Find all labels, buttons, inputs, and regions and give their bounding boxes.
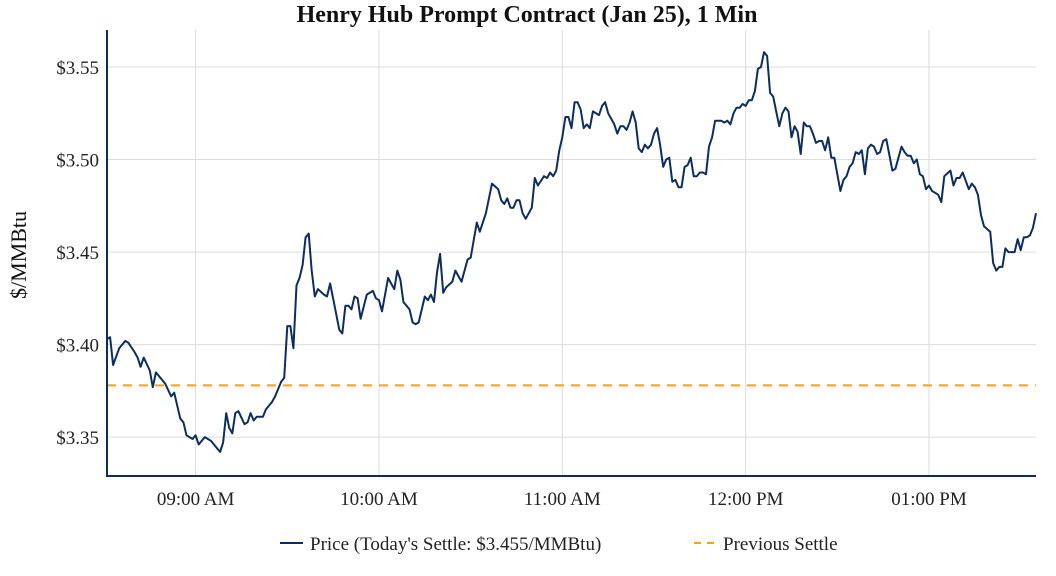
gridlines	[107, 30, 1036, 476]
chart-title: Henry Hub Prompt Contract (Jan 25), 1 Mi…	[297, 2, 758, 28]
y-tick-label: $3.40	[56, 336, 99, 357]
x-tick-label: 10:00 AM	[340, 489, 418, 510]
legend-price-label: Price (Today's Settle: $3.455/MMBtu)	[310, 534, 601, 555]
x-tick-label: 01:00 PM	[891, 489, 967, 510]
price-line	[106, 51, 1037, 453]
y-tick-label: $3.50	[56, 151, 99, 172]
legend-previous-settle-label: Previous Settle	[723, 534, 838, 555]
y-axis-ticks: $3.35 $3.40 $3.45 $3.50 $3.55	[56, 58, 99, 449]
y-tick-label: $3.35	[56, 428, 99, 449]
y-tick-label: $3.55	[56, 58, 99, 79]
x-tick-label: 09:00 AM	[157, 489, 235, 510]
x-tick-label: 11:00 AM	[524, 489, 601, 510]
y-axis-label: $/MMBtu	[6, 211, 31, 299]
x-axis-ticks: 09:00 AM 10:00 AM 11:00 AM 12:00 PM 01:00 PM	[157, 489, 967, 510]
legend: Price (Today's Settle: $3.455/MMBtu) Pre…	[280, 534, 838, 555]
x-tick-label: 12:00 PM	[708, 489, 784, 510]
y-tick-label: $3.45	[56, 243, 99, 264]
